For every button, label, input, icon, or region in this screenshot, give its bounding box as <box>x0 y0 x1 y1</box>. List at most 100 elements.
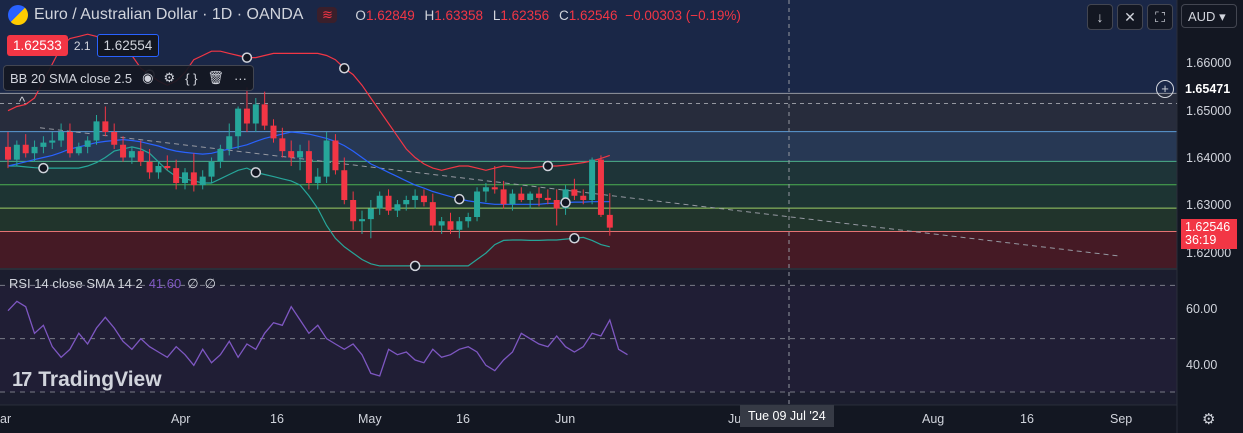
candle-body <box>606 214 613 228</box>
bb-basis-line <box>7 131 610 205</box>
candle-body <box>155 166 162 173</box>
quote-boxes: 1.62533 2.1 1.62554 <box>7 34 160 57</box>
candle-body <box>199 176 206 186</box>
candle-body <box>359 219 365 222</box>
high-label: H <box>424 7 435 23</box>
bb-indicator-label[interactable]: BB 20 SMA close 2.5 <box>10 70 133 86</box>
rsi-extra-2: ∅ <box>204 276 216 291</box>
currency-select[interactable]: AUD ▾ <box>1181 4 1237 28</box>
symbol-title[interactable]: Euro / Australian Dollar · 1D · OANDA <box>34 6 304 23</box>
candle-body <box>553 200 560 209</box>
currency-label: AUD <box>1188 9 1216 24</box>
time-tick: Jun <box>555 412 576 426</box>
candle-body <box>580 195 587 200</box>
low-label: L <box>492 7 501 23</box>
tradingview-mark-icon: 17 <box>12 368 32 391</box>
band-touch-marker <box>38 162 49 174</box>
source-code-icon[interactable]: { } <box>185 70 198 86</box>
symbol-flag-icon <box>8 5 28 25</box>
last-price-label: 1.62546 36:19 <box>1181 219 1237 249</box>
price-zone-band <box>0 184 1177 209</box>
candle-body <box>13 144 20 160</box>
change-value: −0.00303 (−0.19%) <box>625 7 741 23</box>
price-zone-band <box>0 161 1177 185</box>
time-tick: Ju <box>728 412 742 426</box>
zone-bottom <box>0 231 1177 268</box>
crosshair-price-label: 1.65471 <box>1181 80 1237 98</box>
candle-body <box>474 191 481 217</box>
candle-body <box>314 176 321 183</box>
candle-body <box>270 125 277 139</box>
candle-body <box>367 208 374 220</box>
maximize-pane-icon[interactable]: ⛶ <box>1147 4 1173 30</box>
settings-icon[interactable]: ⚙ <box>163 70 176 85</box>
candle-body <box>403 200 410 205</box>
candle-body <box>111 132 118 145</box>
more-icon[interactable]: ··· <box>233 70 247 86</box>
band-touch-marker <box>339 63 350 74</box>
candle-body <box>456 221 463 230</box>
candle-body <box>491 187 498 190</box>
chart-settings-icon[interactable]: ⚙ <box>1202 411 1216 428</box>
candle-body <box>164 166 171 169</box>
candle-body <box>376 195 383 209</box>
price-tick: 1.63000 <box>1186 198 1232 212</box>
time-tick: Apr <box>171 412 191 426</box>
band-touch-marker <box>454 193 465 205</box>
price-tick: 1.62000 <box>1186 246 1232 260</box>
price-tick: 1.64000 <box>1186 151 1232 165</box>
price-zone-band <box>0 93 1177 132</box>
candle-body <box>544 197 551 200</box>
candle-body <box>208 161 215 177</box>
candle-body <box>536 193 542 198</box>
candle-body <box>252 104 259 124</box>
spread-value: 2.1 <box>73 38 91 53</box>
candle-body <box>438 221 445 226</box>
candle-body <box>243 108 250 124</box>
rsi-line <box>7 300 628 377</box>
price-tick: 1.65000 <box>1186 104 1232 118</box>
time-tick: Aug <box>922 412 945 426</box>
time-tick: ar <box>0 412 12 426</box>
candle-body <box>58 132 65 141</box>
candle-body <box>102 121 109 132</box>
candle-body <box>173 168 180 183</box>
bb-indicator-legend[interactable]: BB 20 SMA close 2.5 ◉ ⚙ { } 🗑 ··· <box>3 65 254 91</box>
time-tick: Sep <box>1110 412 1133 426</box>
eye-icon[interactable]: ◉ <box>142 70 154 85</box>
collapse-legend-icon[interactable]: ^ <box>18 94 26 109</box>
candle-body <box>297 151 304 158</box>
candle-body <box>190 172 197 186</box>
candle-body <box>40 142 47 147</box>
band-touch-marker <box>560 197 571 208</box>
price-tick: 1.66000 <box>1186 56 1232 70</box>
crosshair-date-label: Tue 09 Jul '24 <box>740 405 834 427</box>
add-plus-icon[interactable]: + <box>1156 80 1174 98</box>
candle-body <box>75 146 82 154</box>
buy-price-button[interactable]: 1.62554 <box>96 34 160 57</box>
candle-body <box>226 136 233 149</box>
candle-body <box>447 221 454 230</box>
time-tick: 16 <box>1020 412 1034 426</box>
candle-body <box>22 144 29 154</box>
chart-header: Euro / Australian Dollar · 1D · OANDA ≋ … <box>0 0 741 30</box>
trash-icon[interactable]: 🗑 <box>207 70 224 85</box>
scroll-down-icon[interactable]: ↓ <box>1087 4 1113 30</box>
candle-body <box>420 195 427 203</box>
candle-body <box>146 161 153 173</box>
candle-body <box>182 172 188 183</box>
band-touch-marker <box>409 260 421 272</box>
candle-body <box>385 195 392 211</box>
tradingview-logo[interactable]: 17 TradingView <box>12 368 162 392</box>
last-price-value: 1.62546 <box>1185 220 1231 234</box>
candle-body <box>394 204 401 211</box>
rsi-legend[interactable]: RSI 14 close SMA 14 2 41.60 ∅ ∅ <box>9 276 216 292</box>
market-status-icon[interactable]: ≋ <box>317 7 338 23</box>
sell-price-button[interactable]: 1.62533 <box>7 35 68 56</box>
candle-body <box>500 189 507 205</box>
candle-body <box>518 193 525 200</box>
time-tick: 16 <box>456 412 470 426</box>
rsi-label[interactable]: RSI 14 close SMA 14 2 <box>9 276 143 291</box>
collapse-pane-icon[interactable]: ✕ <box>1117 4 1143 30</box>
